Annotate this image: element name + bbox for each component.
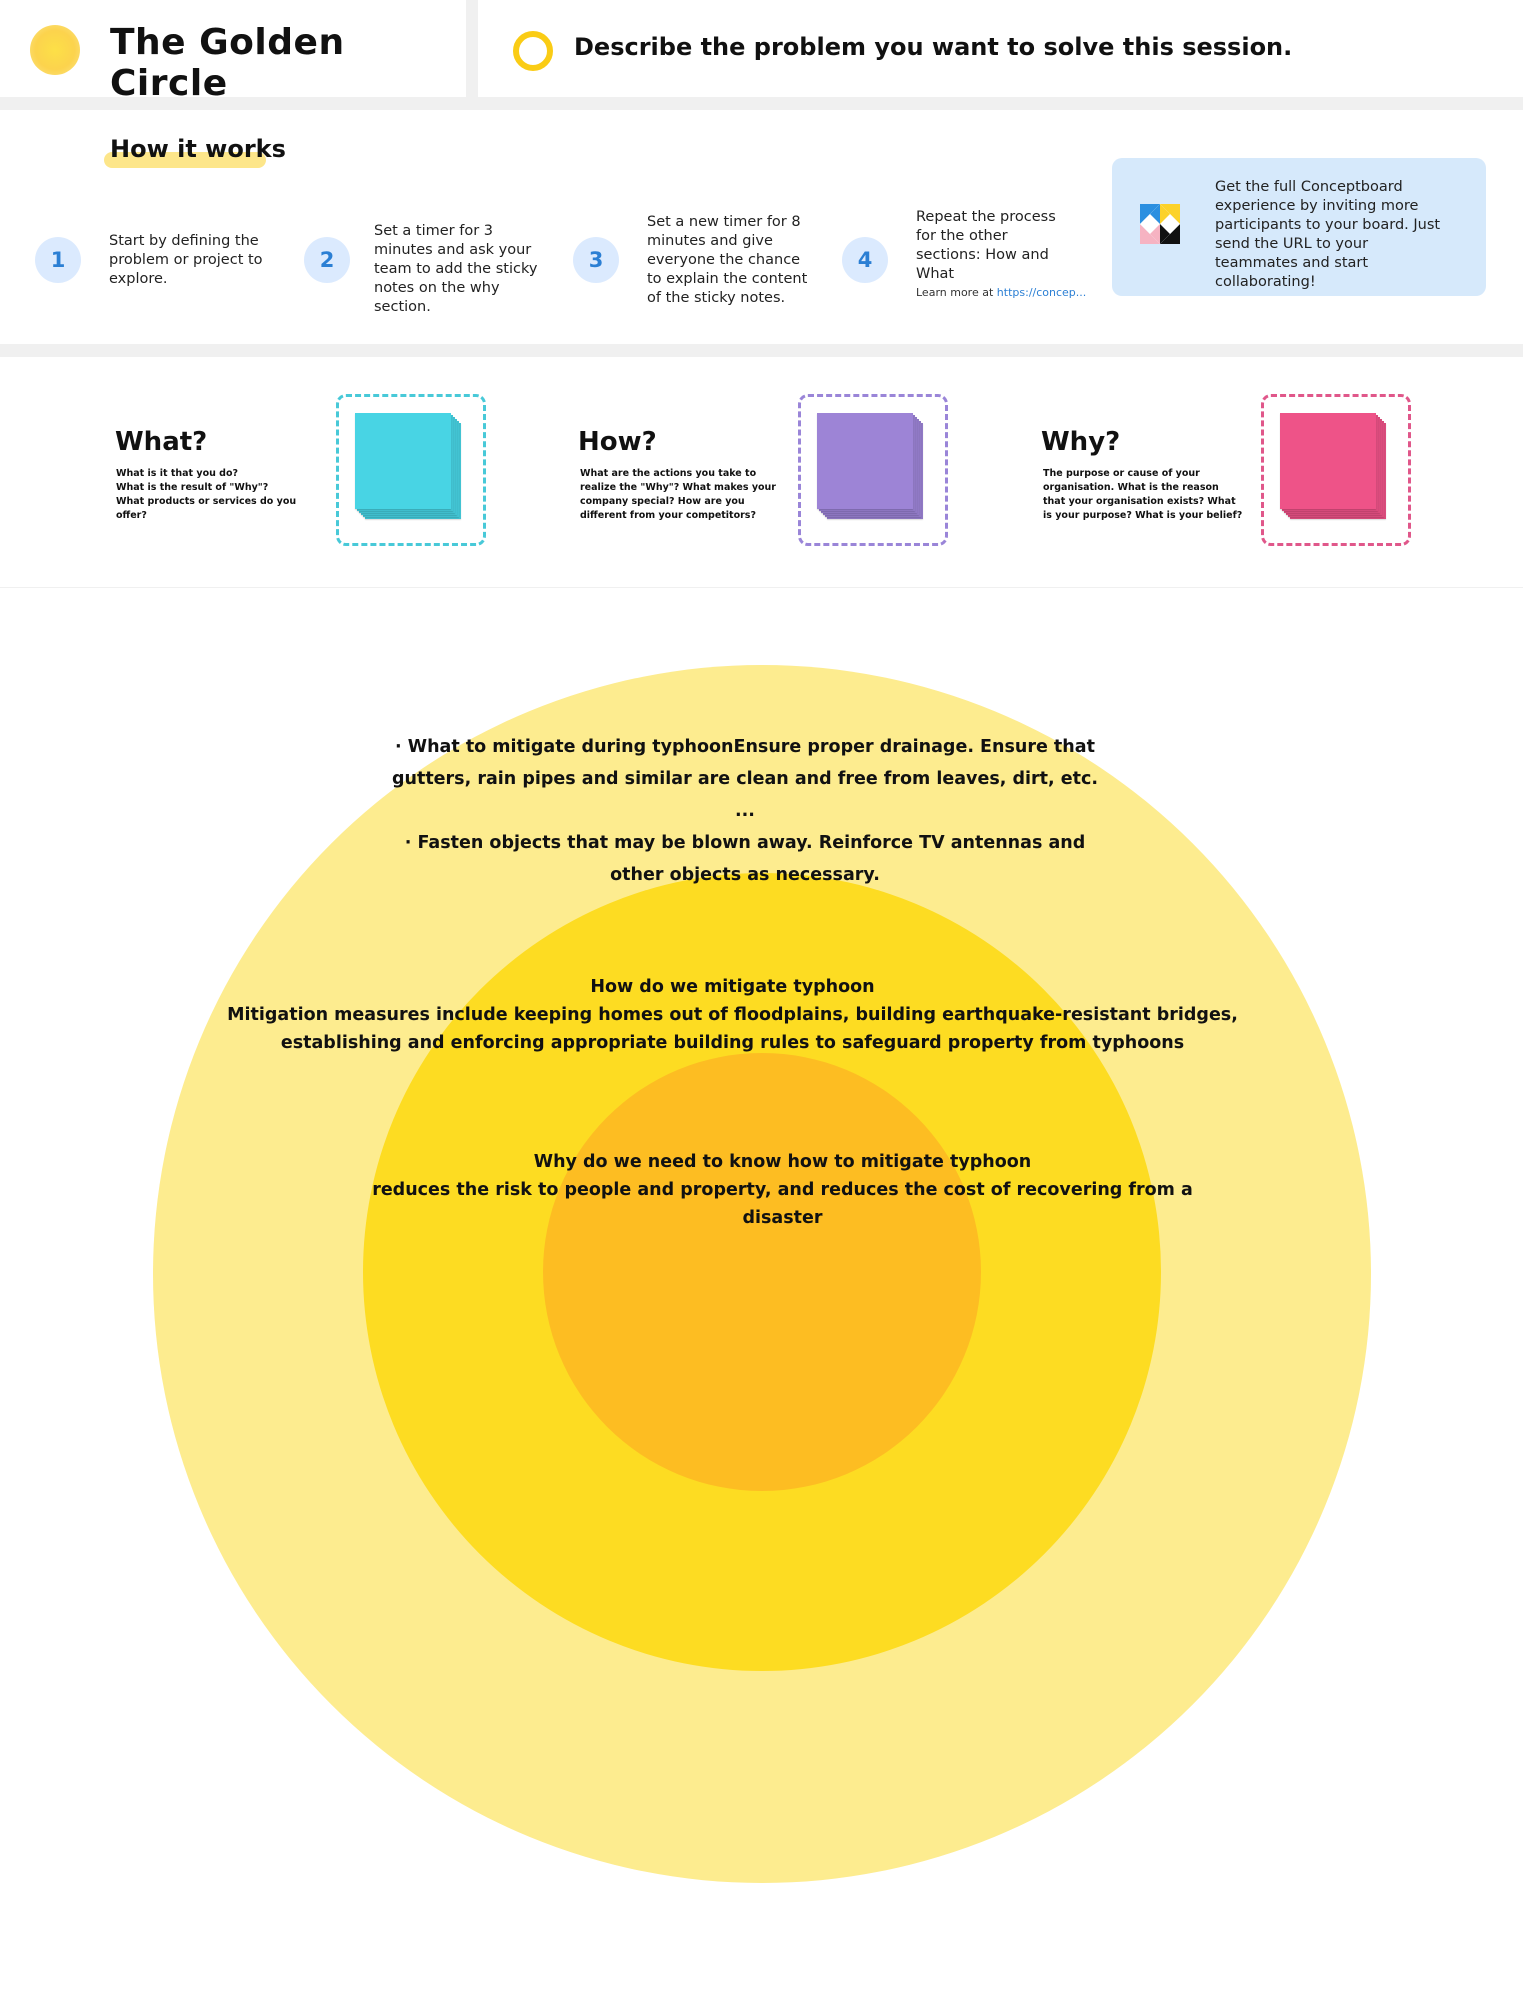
step-1-text: Start by defining the problem or project… xyxy=(109,233,263,287)
learn-more-label: Learn more at xyxy=(916,286,994,299)
ring-icon xyxy=(513,31,553,71)
heading-highlight xyxy=(104,152,266,168)
sticky-notes-stack[interactable] xyxy=(817,413,923,519)
section-why-description: The purpose or cause of your organisatio… xyxy=(1043,468,1243,521)
section-what-title: What? xyxy=(115,427,208,457)
step-3-number: 3 xyxy=(573,237,619,283)
learn-more-link[interactable]: https://concep... xyxy=(996,286,1087,299)
how-circle-title: How do we mitigate typhoon xyxy=(590,977,875,997)
sticky-pad-why[interactable] xyxy=(1261,394,1411,546)
section-why-title: Why? xyxy=(1041,427,1121,457)
how-circle-text[interactable]: How do we mitigate typhoon Mitigation me… xyxy=(170,973,1295,1057)
invite-promo-box: Get the full Conceptboard experience by … xyxy=(1112,158,1486,296)
why-circle[interactable] xyxy=(543,1053,981,1491)
step-1-number: 1 xyxy=(35,237,81,283)
step-2-number: 2 xyxy=(304,237,350,283)
sticky-notes-stack[interactable] xyxy=(1280,413,1386,519)
step-2-text: Set a timer for 3 minutes and ask your t… xyxy=(374,223,538,315)
section-how-title: How? xyxy=(578,427,657,457)
problem-panel[interactable] xyxy=(478,0,1523,97)
what-circle-text[interactable]: · What to mitigate during typhoonEnsure … xyxy=(391,737,1099,885)
sticky-note-layer xyxy=(817,413,913,509)
problem-prompt[interactable]: Describe the problem you want to solve t… xyxy=(574,33,1293,61)
how-circle-body: Mitigation measures include keeping home… xyxy=(227,1005,1238,1053)
why-circle-text[interactable]: Why do we need to know how to mitigate t… xyxy=(370,1148,1195,1232)
page-title: The Golden Circle xyxy=(110,22,345,104)
why-circle-body: reduces the risk to people and property,… xyxy=(372,1180,1193,1228)
learn-more: Learn more at https://concep... xyxy=(916,286,1086,299)
conceptboard-logo-icon xyxy=(1140,204,1180,244)
how-it-works-heading: How it works xyxy=(110,135,286,163)
step-3-text: Set a new timer for 8 minutes and give e… xyxy=(647,214,808,306)
sticky-note-layer xyxy=(1280,413,1376,509)
section-what-description: What is it that you do? What is the resu… xyxy=(116,468,297,521)
sticky-pad-what[interactable] xyxy=(336,394,486,546)
step-4-number: 4 xyxy=(842,237,888,283)
title-panel: The Golden Circle xyxy=(0,0,466,104)
step-4-text: Repeat the process for the other section… xyxy=(916,209,1056,282)
promo-text: Get the full Conceptboard experience by … xyxy=(1215,179,1441,290)
section-how-description: What are the actions you take to realize… xyxy=(580,468,776,521)
sticky-pad-how[interactable] xyxy=(798,394,948,546)
sticky-notes-stack[interactable] xyxy=(355,413,461,519)
why-circle-title: Why do we need to know how to mitigate t… xyxy=(533,1152,1032,1172)
sun-icon xyxy=(30,25,80,75)
sticky-note-layer xyxy=(355,413,451,509)
